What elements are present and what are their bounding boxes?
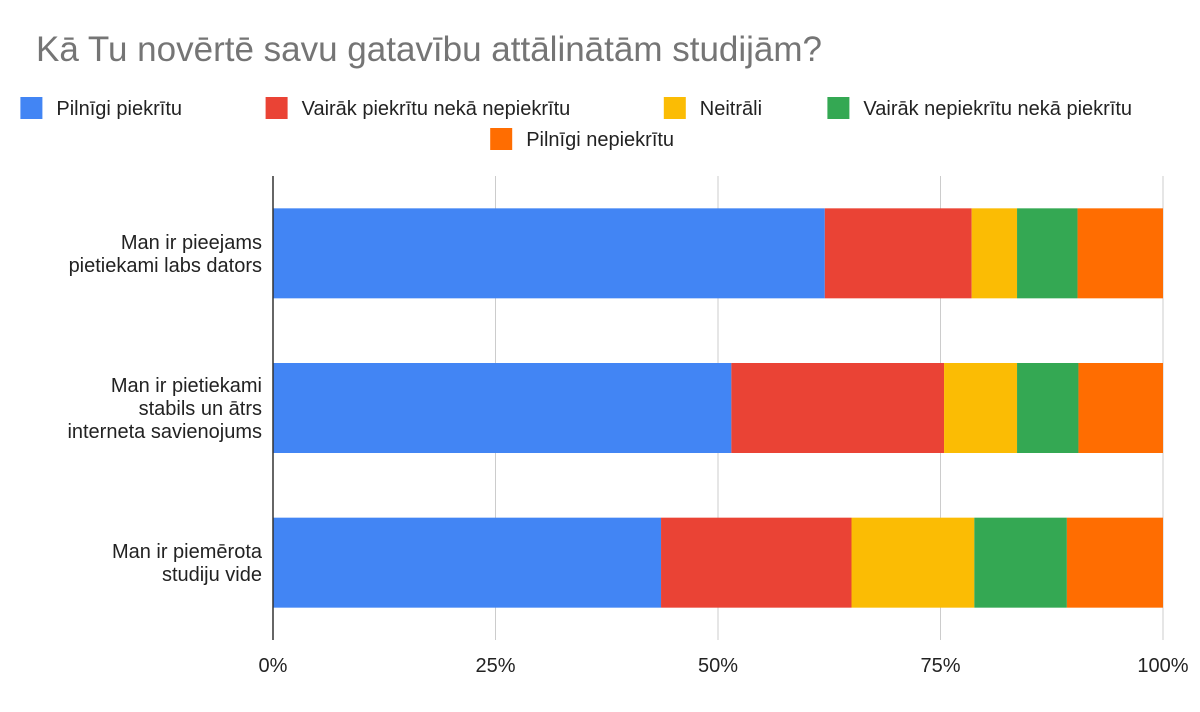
category-label: Man ir pietiekami stabils un ātrs internet…	[67, 375, 262, 443]
legend-swatch	[490, 128, 513, 150]
bar-segment	[1077, 208, 1163, 299]
category-label-line: Man ir pietiekami	[111, 375, 262, 397]
category-label-line: studiju vide	[162, 564, 262, 586]
category-label: Man ir piemērota studiju vide	[112, 541, 263, 586]
category-label-line: interneta savienojums	[67, 421, 262, 443]
category-label-line: pietiekami labs dators	[69, 255, 262, 277]
bar-segment	[974, 517, 1067, 608]
bar-segment	[851, 517, 975, 608]
category-label-line: stabils un ātrs	[139, 398, 262, 420]
legend-swatch	[663, 97, 686, 119]
bar-segment	[971, 208, 1018, 299]
legend-swatch	[265, 97, 288, 119]
x-tick-label: 75%	[920, 655, 960, 677]
y-axis-labels: Man ir pieejams pietiekami labs datorsMan…	[67, 232, 262, 586]
legend-label: Neitrāli	[700, 98, 762, 120]
chart-title: Kā Tu novērtē savu gatavību attālinātām …	[36, 30, 823, 69]
legend-label: Pilnīgi piekrītu	[56, 98, 182, 120]
x-tick-label: 50%	[698, 655, 738, 677]
bar-segment	[1078, 363, 1163, 453]
bar-segment	[944, 363, 1018, 453]
category-label: Man ir pieejams pietiekami labs dators	[69, 232, 262, 277]
x-tick-label: 25%	[475, 655, 515, 677]
legend-label: Vairāk piekrītu nekā nepiekrītu	[302, 98, 571, 120]
bar-segment	[1017, 208, 1078, 299]
x-tick-label: 100%	[1137, 655, 1188, 677]
bar-segment	[661, 517, 852, 608]
x-axis-labels: 0% 25% 50% 75% 100%	[259, 655, 1189, 677]
bar-segment	[273, 363, 732, 453]
bars	[273, 208, 1163, 608]
category-label-line: Man ir piemērota	[112, 541, 263, 563]
category-label-line: Man ir pieejams	[121, 232, 262, 254]
legend-swatch	[20, 97, 43, 119]
legend-swatch	[827, 97, 850, 119]
bar-segment	[1066, 517, 1163, 608]
bar-segment	[731, 363, 945, 453]
legend-label: Pilnīgi nepiekrītu	[526, 129, 674, 151]
x-tick-label: 0%	[259, 655, 288, 677]
bar-segment	[273, 517, 662, 608]
bar-segment	[1017, 363, 1079, 453]
bar-segment	[273, 208, 825, 299]
legend-label: Vairāk nepiekrītu nekā piekrītu	[863, 98, 1132, 120]
bar-segment	[824, 208, 972, 299]
legend: Pilnīgi piekrītu Vairāk piekrītu nekā nep…	[20, 97, 1132, 151]
